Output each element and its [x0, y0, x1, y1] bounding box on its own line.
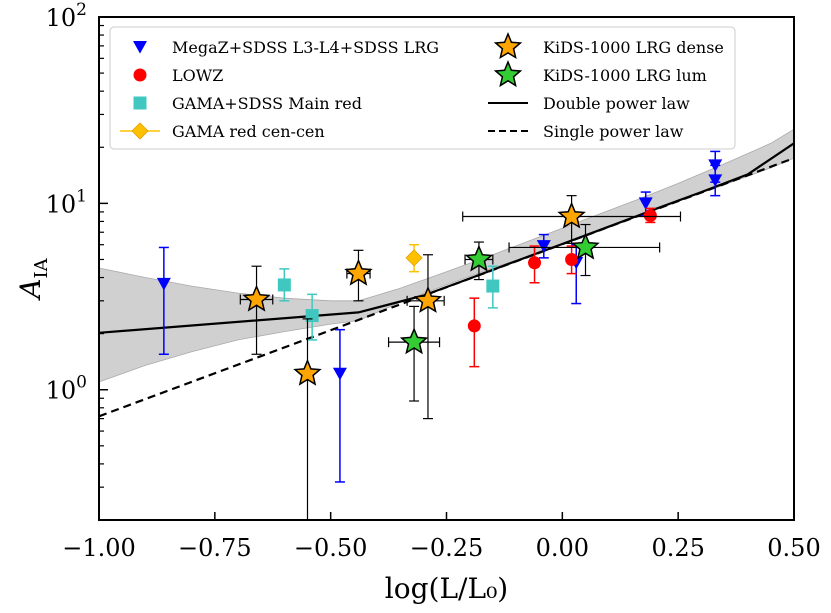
x-tick-label: −0.50: [294, 534, 368, 562]
legend-label: KiDS-1000 LRG lum: [543, 66, 707, 85]
y-tick-label: 101: [46, 186, 87, 218]
data-point: [528, 256, 542, 270]
legend-label: GAMA red cen-cen: [172, 122, 325, 141]
legend-marker: [133, 41, 147, 54]
legend-label: Single power law: [543, 122, 684, 141]
data-point: [464, 244, 494, 272]
x-tick-label: −1.00: [62, 534, 136, 562]
data-point: [571, 232, 600, 260]
x-tick-label: 0.00: [536, 534, 589, 562]
series-1: [467, 207, 657, 368]
series-4: [239, 195, 682, 520]
data-point: [277, 278, 291, 292]
data-point: [536, 240, 551, 253]
legend-label: Double power law: [543, 94, 690, 113]
x-tick-label: 0.25: [651, 534, 704, 562]
axis-ticks-layer: −1.00 −0.75 −0.50 −0.25 0.00 0.25 0.50 100 101 10…: [46, 0, 821, 562]
legend-label: LOWZ: [172, 66, 223, 85]
x-tick-label: −0.75: [178, 534, 252, 562]
legend-box: [109, 26, 736, 150]
single-power-law-line: [99, 157, 794, 418]
data-point: [486, 279, 500, 293]
data-point: [242, 284, 271, 312]
data-point: [344, 258, 373, 286]
data-point: [332, 367, 347, 381]
legend-marker: [133, 68, 147, 82]
x-tick-label: −0.25: [410, 534, 484, 562]
series-3: [405, 243, 423, 273]
data-point: [643, 209, 657, 223]
confidence-band-layer: [99, 128, 794, 383]
legend-label: GAMA+SDSS Main red: [172, 94, 362, 113]
data-point: [405, 249, 423, 267]
legend-marker: [493, 32, 523, 60]
data-point: [557, 201, 586, 229]
x-axis-label: log(L/L₀): [385, 572, 508, 605]
legend-label: MegaZ+SDSS L3-L4+SDSS LRG: [172, 38, 439, 57]
data-points-layer: [156, 150, 723, 520]
y-axis-label: AIA: [14, 257, 52, 301]
data-point: [565, 252, 579, 266]
data-point: [413, 285, 443, 313]
data-point: [399, 327, 429, 355]
legend: MegaZ+SDSS L3-L4+SDSS LRG LOWZ GAMA+SDSS M…: [109, 26, 736, 150]
x-tick-label: 0.50: [767, 534, 820, 562]
legend-label: KiDS-1000 LRG dense: [543, 38, 724, 57]
series-5: [387, 223, 661, 402]
data-point: [293, 358, 322, 386]
data-point: [467, 319, 481, 333]
data-point: [156, 277, 171, 291]
y-tick-label: 100: [46, 373, 87, 405]
y-tick-label: 102: [46, 0, 87, 32]
legend-marker: [131, 122, 149, 140]
data-point: [638, 197, 653, 211]
confidence-band: [99, 128, 794, 383]
data-point: [708, 174, 723, 187]
legend-marker: [493, 60, 523, 88]
legend-marker: [133, 96, 147, 110]
model-lines-layer: [99, 142, 794, 418]
